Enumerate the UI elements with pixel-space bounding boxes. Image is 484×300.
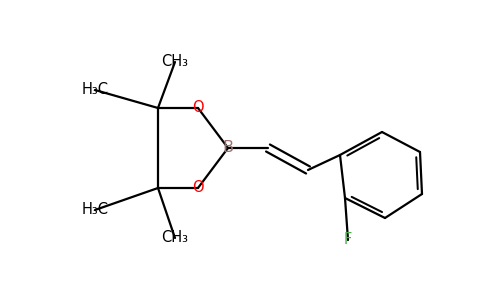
Text: CH₃: CH₃ — [162, 230, 188, 245]
Text: H₃C: H₃C — [81, 202, 108, 217]
Text: F: F — [344, 232, 352, 247]
Text: O: O — [192, 181, 204, 196]
Text: B: B — [223, 140, 233, 155]
Text: CH₃: CH₃ — [162, 55, 188, 70]
Text: H₃C: H₃C — [81, 82, 108, 98]
Text: O: O — [192, 100, 204, 116]
